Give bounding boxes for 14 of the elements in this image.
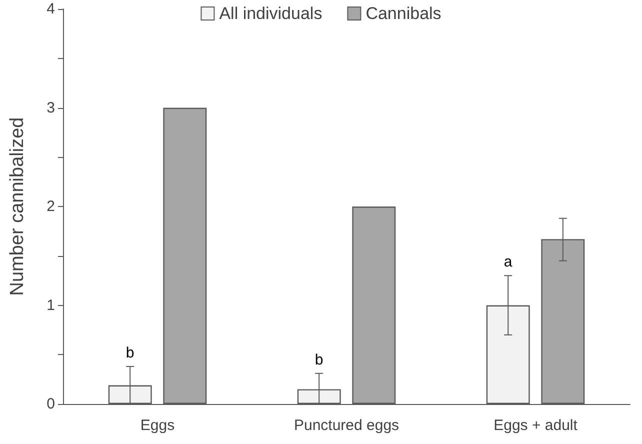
y-tick-label: 0: [46, 396, 55, 412]
y-tick-label: 4: [46, 0, 55, 18]
annotation: a: [504, 254, 513, 271]
x-tick-label: Punctured eggs: [294, 417, 400, 434]
legend-label: All individuals: [219, 4, 322, 23]
y-tick-label: 2: [46, 198, 55, 215]
y-axis-title: Number cannibalized: [7, 117, 28, 296]
x-tick-label: Eggs + adult: [494, 417, 578, 434]
annotation: b: [126, 344, 134, 362]
annotation: b: [314, 351, 324, 368]
legend-label: Cannibals: [366, 4, 442, 23]
y-tick-label: 1: [46, 296, 55, 314]
y-tick-label: 3: [46, 99, 55, 116]
x-tick-label: Eggs: [140, 417, 175, 434]
